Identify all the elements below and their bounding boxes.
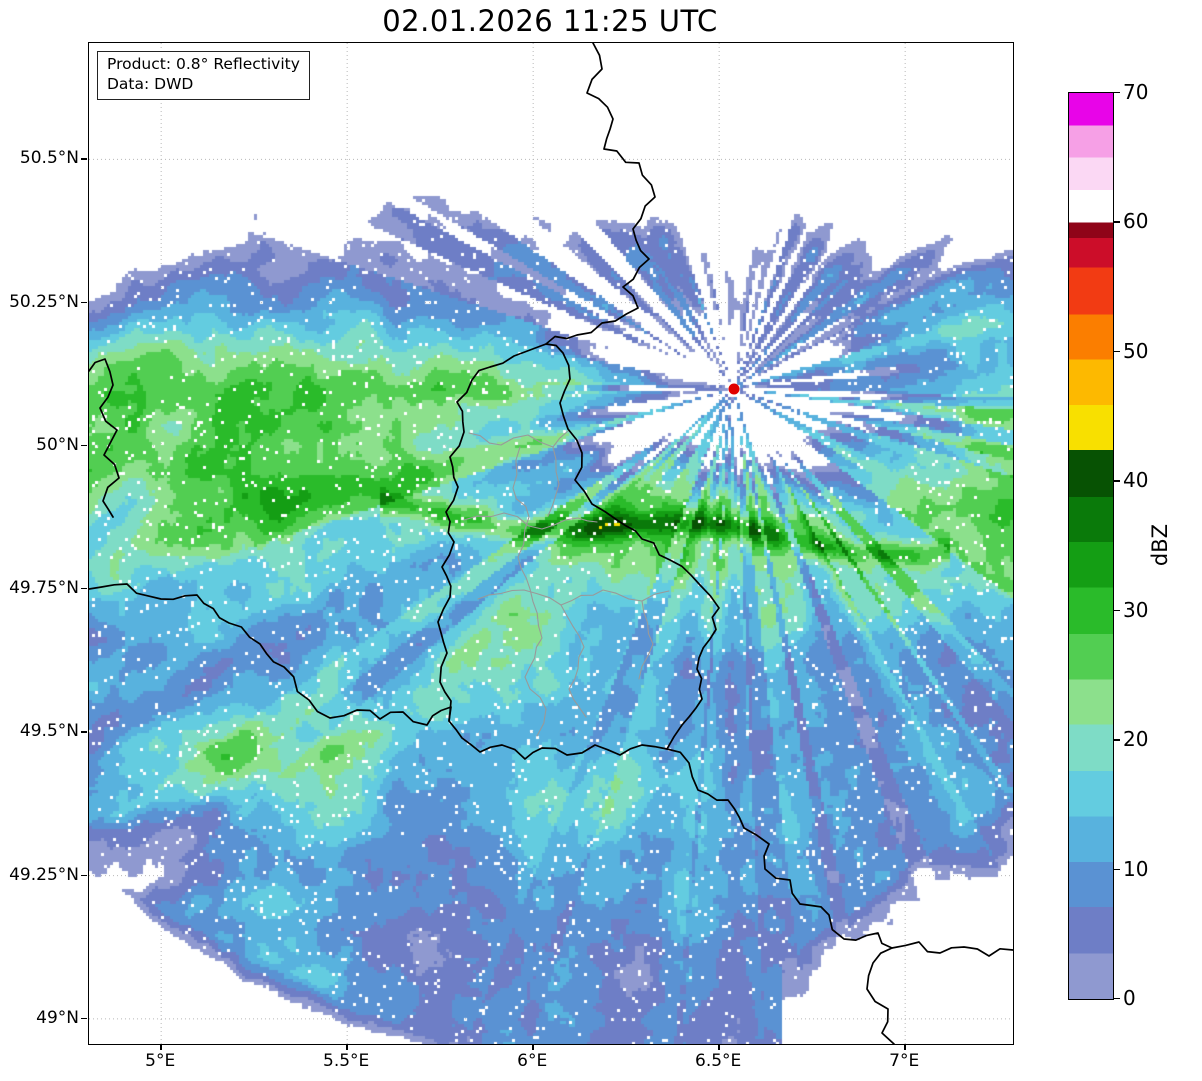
region-border — [468, 430, 569, 448]
country-border-center — [437, 343, 720, 760]
radar-site-marker — [728, 383, 740, 395]
y-tick-label: 49.5°N — [19, 721, 79, 742]
product-info-box: Product: 0.8° Reflectivity Data: DWD — [97, 51, 310, 100]
data-source-label: Data: DWD — [107, 75, 194, 94]
y-tick-mark — [81, 588, 87, 590]
y-tick-label: 49°N — [36, 1007, 79, 1028]
colorbar-tick-mark — [1114, 92, 1120, 94]
country-border-southeast — [666, 748, 1013, 957]
x-tick-label: 6°E — [517, 1051, 548, 1071]
radar-reflectivity-field — [89, 43, 1013, 1044]
y-tick-label: 49.25°N — [9, 864, 79, 885]
colorbar-tick-mark — [1114, 609, 1120, 612]
region-border — [560, 604, 587, 718]
map-plot: Product: 0.8° Reflectivity Data: DWD — [88, 42, 1014, 1045]
colorbar-tick-mark — [1114, 350, 1120, 353]
y-tick-mark — [81, 301, 87, 303]
colorbar-axis-label: dBZ — [1148, 523, 1172, 567]
x-tick-label: 5.5°E — [323, 1051, 370, 1071]
x-tick-label: 7°E — [889, 1051, 920, 1071]
x-tick-mark — [160, 1044, 162, 1050]
y-tick-mark — [81, 874, 87, 876]
region-border — [477, 589, 670, 606]
colorbar-tick-label: 50 — [1123, 338, 1149, 363]
y-tick-label: 50°N — [36, 434, 79, 455]
figure-title: 02.01.2026 11:25 UTC — [382, 4, 718, 38]
colorbar-tick-mark — [1114, 868, 1120, 870]
colorbar-tick-mark — [1114, 739, 1120, 741]
x-tick-label: 5°E — [145, 1051, 176, 1071]
colorbar-tick-label: 60 — [1123, 209, 1149, 234]
colorbar-tick-label: 40 — [1123, 468, 1149, 493]
region-border — [512, 446, 531, 590]
y-tick-mark — [81, 731, 87, 733]
x-tick-mark — [346, 1044, 348, 1050]
x-tick-mark — [904, 1044, 906, 1050]
y-tick-mark — [81, 1017, 87, 1020]
region-border — [524, 588, 547, 737]
region-border — [547, 446, 560, 517]
colorbar-tick-label: 30 — [1123, 597, 1149, 622]
y-tick-label: 50.5°N — [19, 148, 79, 169]
country-borders-overlay — [89, 43, 1013, 1044]
country-border-west-upper — [89, 358, 120, 518]
country-border-south-branch — [866, 947, 895, 1044]
product-label: Product: 0.8° Reflectivity — [107, 55, 300, 73]
x-tick-mark — [718, 1044, 720, 1050]
colorbar-tick-mark — [1114, 480, 1120, 482]
colorbar-tick-label: 10 — [1123, 856, 1149, 881]
colorbar — [1068, 92, 1114, 1000]
region-border — [463, 512, 598, 530]
x-tick-label: 6.5°E — [695, 1051, 742, 1071]
colorbar-tick-label: 70 — [1123, 80, 1149, 104]
country-border-southwest — [89, 583, 452, 726]
y-tick-label: 49.75°N — [9, 578, 79, 599]
colorbar-tick-mark — [1114, 998, 1120, 1000]
region-border — [638, 600, 654, 680]
colorbar-tick-mark — [1114, 221, 1120, 223]
colorbar-tick-label: 20 — [1123, 727, 1149, 752]
y-tick-mark — [81, 158, 87, 160]
x-tick-mark — [532, 1044, 534, 1050]
y-tick-mark — [81, 444, 87, 447]
y-tick-label: 50.25°N — [9, 291, 79, 312]
colorbar-tick-label: 0 — [1123, 986, 1136, 1010]
country-border-north — [545, 43, 656, 345]
